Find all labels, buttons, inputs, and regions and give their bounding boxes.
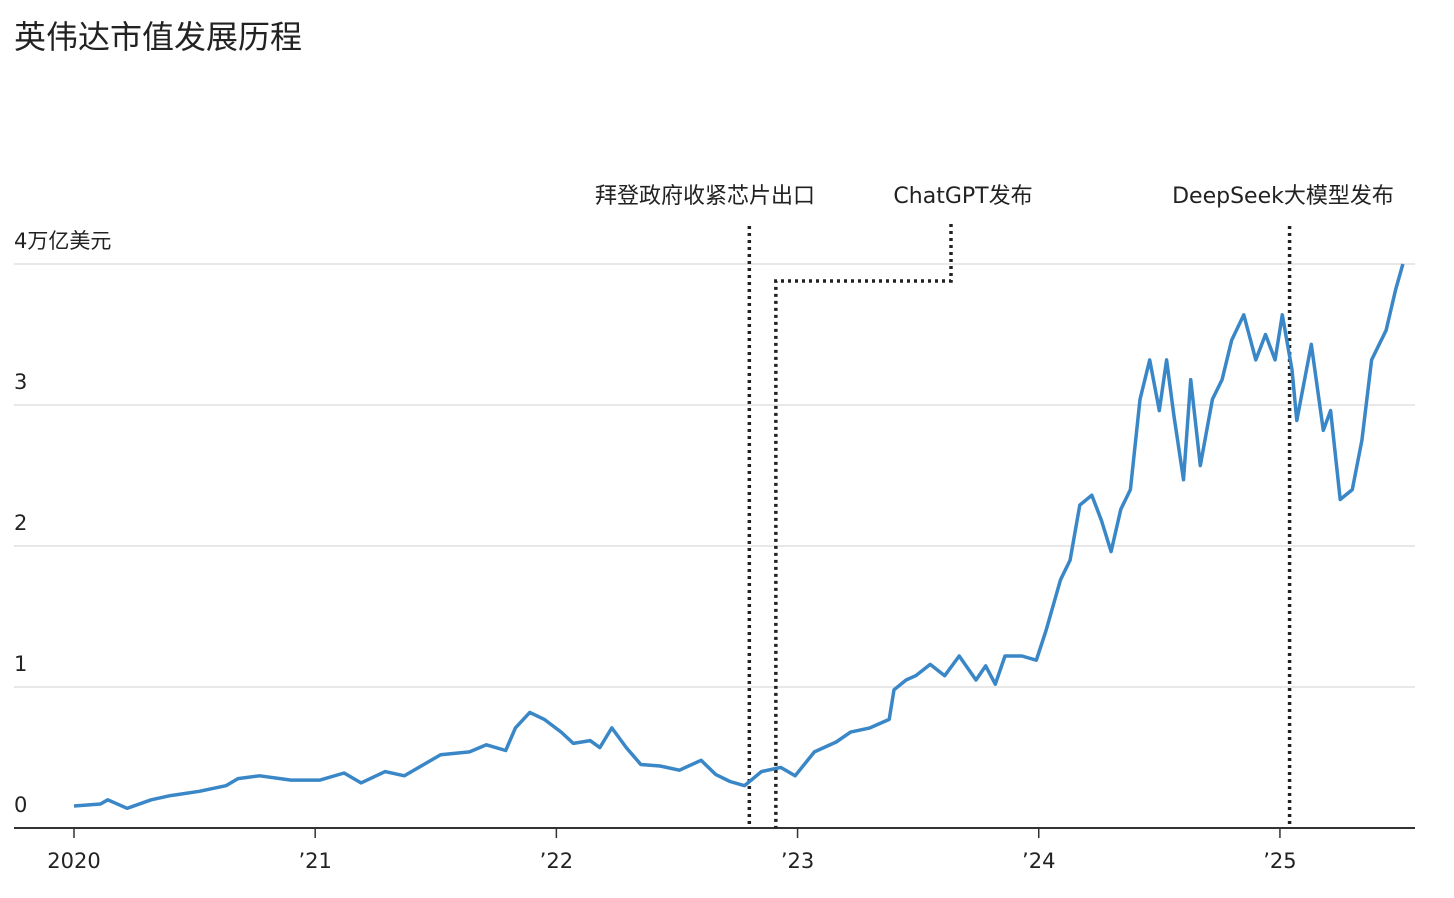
annotation-line <box>774 224 953 828</box>
x-tick-label: ’21 <box>298 849 331 873</box>
data-line <box>73 263 1405 811</box>
x-tick-label: ’24 <box>1022 849 1055 873</box>
annotation-label: 拜登政府收紧芯片出口 <box>595 184 815 209</box>
x-tick-label: ’22 <box>540 849 573 873</box>
y-tick-label: 2 <box>14 511 27 535</box>
x-tick-label: ’25 <box>1263 849 1296 873</box>
annotation-label: ChatGPT发布 <box>893 184 1032 209</box>
annotation-label: DeepSeek大模型发布 <box>1172 184 1394 209</box>
y-tick-label: 3 <box>14 370 27 394</box>
y-tick-label: 1 <box>14 652 27 676</box>
x-tick-label: ’23 <box>781 849 814 873</box>
chart-title: 英伟达市值发展历程 <box>14 18 302 56</box>
y-tick-label: 0 <box>14 793 27 817</box>
y-tick-label: 4万亿美元 <box>14 229 111 253</box>
x-tick-label: 2020 <box>47 849 100 873</box>
